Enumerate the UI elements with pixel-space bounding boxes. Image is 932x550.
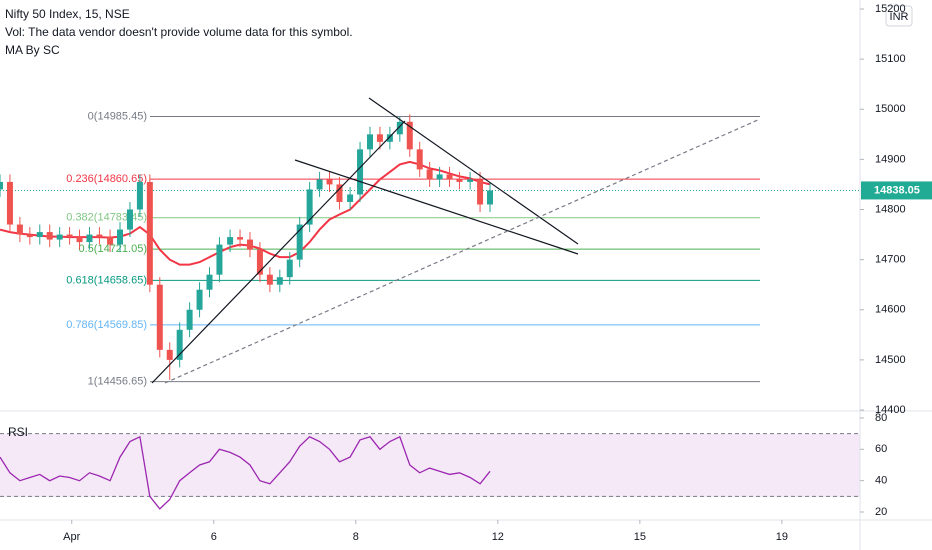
- candle-body: [366, 134, 373, 150]
- candle-body: [266, 274, 273, 285]
- candle-body: [107, 237, 114, 245]
- x-tick-label: 15: [634, 531, 646, 543]
- rsi-tick-label: 40: [875, 475, 887, 487]
- y-tick-label: 14900: [875, 153, 906, 165]
- rsi-title: RSI: [8, 425, 28, 439]
- y-tick-label: 14600: [875, 304, 906, 316]
- y-tick-label: 15100: [875, 53, 906, 65]
- candle-body: [406, 121, 413, 150]
- candle-body: [326, 179, 333, 185]
- rsi-tick-label: 80: [875, 412, 887, 424]
- candle-body: [36, 232, 43, 238]
- candle-body: [256, 249, 263, 275]
- x-tick-label: 8: [353, 531, 359, 543]
- fib-label: 0.618(14658.65): [66, 274, 147, 286]
- candle-body: [347, 194, 354, 202]
- currency[interactable]: INR: [890, 11, 909, 23]
- indicator-name: MA By SC: [5, 43, 60, 57]
- candle-body: [0, 181, 3, 190]
- candle-body: [286, 259, 293, 278]
- rsi-line: [0, 435, 491, 510]
- candle-body: [376, 134, 383, 142]
- candle-body: [166, 349, 173, 360]
- y-tick-label: 15200: [875, 3, 906, 15]
- trend-line: [294, 159, 579, 255]
- candle-body: [16, 224, 23, 235]
- fib-label: 0.236(14860.65): [66, 173, 147, 185]
- fib-label: 0(14985.45): [88, 110, 147, 122]
- candle-body: [446, 174, 453, 180]
- candle-body: [6, 181, 13, 225]
- candle-body: [76, 237, 83, 243]
- candle-body: [86, 234, 93, 243]
- candle-body: [216, 244, 223, 275]
- candle-body: [357, 149, 364, 195]
- candle-body: [26, 234, 33, 238]
- candle-body: [237, 237, 244, 240]
- fib-label: 0.5(14721.05): [79, 243, 148, 255]
- rsi-band: [0, 434, 860, 497]
- volume-note: Vol: The data vendor doesn't provide vol…: [5, 25, 353, 39]
- candle-body: [66, 234, 73, 238]
- x-tick-label: 6: [211, 531, 217, 543]
- fib-label: 0.786(14569.85): [66, 319, 147, 331]
- last-price-tag: [861, 181, 932, 200]
- x-tick-label: Apr: [63, 531, 80, 543]
- candle-body: [146, 181, 153, 285]
- y-tick-label: 14800: [875, 203, 906, 215]
- candle-body: [276, 277, 283, 285]
- candle-body: [306, 189, 313, 225]
- candle-body: [56, 234, 63, 240]
- rsi-tick-label: 20: [875, 506, 887, 518]
- candle-body: [316, 179, 323, 190]
- candle-body: [416, 149, 423, 170]
- candle-body: [396, 121, 403, 135]
- candle-body: [136, 181, 143, 210]
- plot: 0(14985.45) 0.236(14860.65) 0.382(14783.45…: [0, 110, 860, 510]
- candle-body: [426, 169, 433, 180]
- trend-line: [164, 118, 761, 384]
- candle-body: [206, 274, 213, 290]
- y-tick-label: 14500: [875, 354, 906, 366]
- candle-body: [46, 232, 53, 240]
- rsi-tick-label: 60: [875, 443, 887, 455]
- trend-line: [151, 120, 406, 384]
- x-tick-label: 19: [776, 531, 788, 543]
- trend-line: [368, 97, 579, 245]
- candle-body: [176, 329, 183, 360]
- candle-body: [227, 237, 234, 245]
- candle-body: [386, 134, 393, 142]
- candle-body: [117, 229, 124, 245]
- candle-body: [296, 224, 303, 260]
- candle-body: [467, 179, 474, 182]
- fib-label: 1(14456.65): [88, 376, 147, 388]
- candle-body: [196, 289, 203, 310]
- candle-body: [477, 179, 484, 205]
- fib-label: 0.382(14783.45): [66, 212, 147, 224]
- candle-body: [186, 309, 193, 330]
- x-tick-label: 12: [492, 531, 504, 543]
- candle-body: [436, 174, 443, 180]
- candle-body: [96, 234, 103, 238]
- last-price-label: 14838.05: [874, 184, 920, 196]
- trend-lines: [151, 97, 761, 384]
- candle-body: [246, 239, 253, 250]
- candle-body: [456, 179, 463, 182]
- candle-body: [487, 190, 494, 205]
- y-tick-label: 15000: [875, 103, 906, 115]
- y-tick-label: 14400: [875, 404, 906, 416]
- candle-body: [336, 184, 343, 202]
- y-tick-label: 14700: [875, 254, 906, 266]
- candle-body: [156, 284, 163, 350]
- symbol-title: Nifty 50 Index, 15, NSE: [5, 7, 130, 21]
- candle-body: [126, 209, 133, 230]
- currency-box[interactable]: [885, 5, 913, 27]
